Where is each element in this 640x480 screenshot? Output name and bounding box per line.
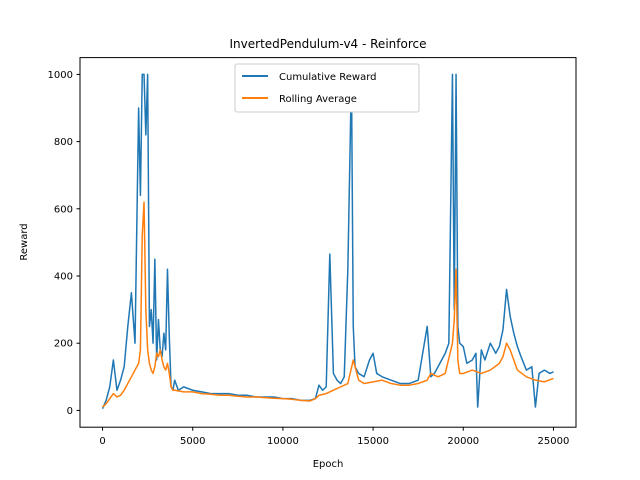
x-tick-label: 10000 <box>267 436 299 447</box>
x-axis-label: Epoch <box>313 459 344 470</box>
ticks-layer: 0 5000 10000 15000 20000 25000 0 200 400 600 800 10… <box>48 70 570 447</box>
plot-area: 0 5000 10000 15000 20000 25000 0 200 400 600 800 10… <box>48 57 577 447</box>
x-tick-label: 20000 <box>447 436 479 447</box>
legend-label-cumulative-reward: Cumulative Reward <box>279 72 377 83</box>
series-line-rolling-average <box>102 201 554 408</box>
series-layer <box>101 73 554 410</box>
y-axis-label: Reward <box>19 223 30 260</box>
x-tick-label: 0 <box>99 436 105 447</box>
plot-frame <box>79 57 577 428</box>
y-tick-label: 600 <box>54 204 73 215</box>
y-tick-label: 0 <box>67 406 73 417</box>
chart-title: InvertedPendulum-v4 - Reinforce <box>230 37 427 51</box>
x-tick-label: 5000 <box>180 436 205 447</box>
legend-label-rolling-average: Rolling Average <box>279 94 357 105</box>
y-tick-label: 800 <box>54 137 73 148</box>
x-tick-label: 25000 <box>538 436 570 447</box>
legend-box <box>234 63 420 113</box>
series-line-cumulative-reward <box>101 73 554 410</box>
legend: Cumulative Reward Rolling Average <box>234 63 420 113</box>
y-tick-label: 400 <box>54 272 73 283</box>
x-tick-label: 15000 <box>357 436 389 447</box>
y-tick-label: 200 <box>54 339 73 350</box>
y-tick-label: 1000 <box>48 70 73 81</box>
